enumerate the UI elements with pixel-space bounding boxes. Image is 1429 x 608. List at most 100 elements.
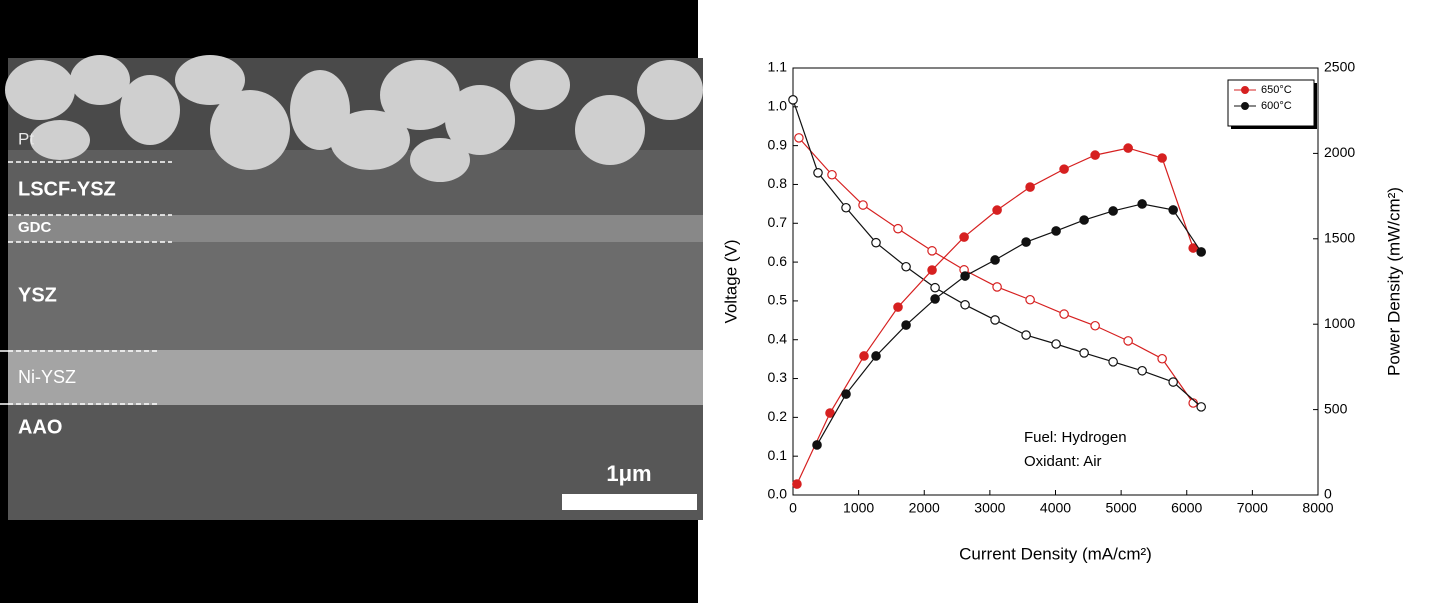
niysz-layer: [8, 350, 703, 405]
data-point: [1025, 182, 1035, 192]
data-point: [1108, 357, 1118, 367]
data-point: [1168, 377, 1178, 387]
data-point: [812, 440, 822, 450]
y-tick-label: 0.2: [768, 408, 788, 424]
legend-marker: [1241, 102, 1249, 110]
series-line: [816, 203, 1202, 446]
data-point: [1021, 330, 1031, 340]
data-point: [930, 282, 940, 293]
y2-axis-label: Power Density (mW/cm²): [1384, 187, 1403, 376]
layer-dividers: [8, 161, 172, 405]
y2-tick-label: 2000: [1324, 144, 1355, 160]
legend-label: 600°C: [1261, 100, 1292, 112]
data-point: [1196, 402, 1206, 412]
data-point: [1157, 353, 1167, 364]
layer-label: AAO: [18, 416, 62, 438]
data-point: [1168, 205, 1178, 215]
x-tick-label: 0: [789, 500, 797, 516]
series-line: [798, 137, 1194, 404]
y-tick-label: 0.5: [768, 292, 788, 308]
y-tick-label: 0.1: [768, 447, 788, 463]
x-tick-label: 4000: [1040, 500, 1071, 516]
data-point: [1079, 215, 1089, 225]
data-point: [1025, 294, 1035, 305]
data-point: [992, 282, 1002, 292]
data-point: [960, 271, 970, 281]
x-tick-label: 6000: [1171, 500, 1202, 516]
data-point: [1051, 339, 1061, 349]
y-tick-label: 0.3: [768, 369, 788, 385]
data-point: [992, 205, 1002, 215]
data-point: [990, 315, 1000, 325]
y-tick-label: 1.0: [768, 98, 788, 114]
sem-image: 1μm Pt LSCF-YSZ GDC YSZ Ni-YSZ AAO: [0, 0, 703, 603]
data-point: [871, 351, 881, 361]
data-point: [1021, 237, 1031, 247]
layer-label: Pt: [18, 129, 34, 148]
y2-tick-label: 1000: [1324, 315, 1355, 331]
scale-bar-label: 1μm: [606, 461, 651, 486]
data-point: [893, 302, 903, 312]
legend-marker: [1241, 86, 1249, 94]
data-point: [792, 479, 802, 489]
x-axis-label: Current Density (mA/cm²): [959, 544, 1152, 563]
data-point: [927, 246, 937, 256]
data-point: [1123, 143, 1133, 153]
data-point: [1188, 243, 1198, 253]
series-line: [792, 99, 1202, 408]
x-tick-label: 1000: [843, 500, 874, 516]
gdc-layer: [8, 215, 703, 242]
x-tick-label: 5000: [1106, 500, 1137, 516]
data-point: [927, 265, 937, 275]
data-point: [1051, 226, 1061, 236]
y2-tick-label: 500: [1324, 400, 1348, 416]
annotation: Oxidant: Air: [1024, 453, 1102, 470]
y-axis-label: Voltage (V): [721, 239, 740, 323]
data-point: [841, 202, 851, 213]
data-point: [1059, 164, 1069, 174]
legend-label: 650°C: [1261, 84, 1292, 96]
data-point: [1090, 320, 1100, 331]
scale-bar: [562, 494, 697, 510]
ysz-layer: [8, 242, 703, 350]
y2-tick-label: 0: [1324, 486, 1332, 502]
y-tick-label: 0.8: [768, 175, 788, 191]
data-point: [930, 294, 940, 304]
chart: 0 1000 2000 3000 4000 5000 6000 7000 80000.00.10…: [721, 59, 1403, 564]
layer-label: YSZ: [18, 284, 57, 306]
y2-tick-label: 1500: [1324, 230, 1355, 246]
layer-label: LSCF-YSZ: [18, 178, 116, 200]
data-point: [960, 299, 970, 310]
x-tick-label: 8000: [1302, 500, 1333, 516]
data-point: [990, 255, 1000, 265]
data-point: [858, 200, 868, 210]
data-point: [1157, 153, 1167, 163]
x-tick-label: 7000: [1237, 500, 1268, 516]
data-point: [827, 169, 837, 180]
y-tick-label: 0.9: [768, 136, 788, 152]
annotation: Fuel: Hydrogen: [1024, 429, 1127, 446]
data-point: [959, 232, 969, 242]
data-point: [794, 133, 804, 143]
data-point: [901, 320, 911, 330]
data-point: [1108, 206, 1118, 216]
data-point: [893, 223, 903, 234]
data-point: [901, 261, 911, 272]
data-point: [1123, 336, 1133, 346]
layer-label: Ni-YSZ: [18, 367, 76, 387]
x-tick-label: 3000: [974, 500, 1005, 516]
y-tick-label: 0.7: [768, 214, 788, 230]
y-tick-label: 0.6: [768, 253, 788, 269]
data-point: [841, 389, 851, 399]
y-tick-label: 0.4: [768, 330, 788, 346]
data-point: [1090, 150, 1100, 160]
data-point: [1196, 247, 1206, 257]
y-tick-label: 1.1: [768, 59, 788, 75]
data-point: [788, 95, 798, 105]
data-point: [1137, 365, 1147, 376]
data-point: [859, 351, 869, 361]
data-point: [825, 408, 835, 418]
data-point: [871, 237, 881, 248]
y-tick-label: 0.0: [768, 486, 788, 502]
